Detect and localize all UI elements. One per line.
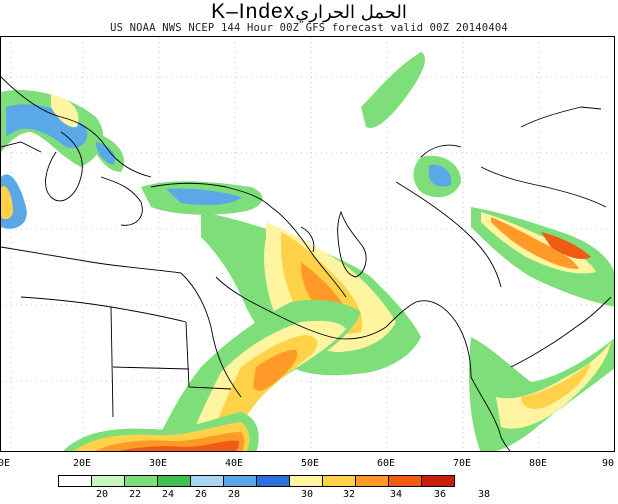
legend-label-20: 20 <box>95 489 109 500</box>
legend-swatch <box>256 475 290 487</box>
legend-label-32: 32 <box>342 489 356 500</box>
legend-label-30: 30 <box>300 489 314 500</box>
color-legend <box>58 475 455 487</box>
x-label-50: 50E <box>300 458 320 469</box>
k-index-map <box>0 36 615 452</box>
x-label-40: 40E <box>224 458 244 469</box>
x-label-60: 60E <box>376 458 396 469</box>
x-label-80: 80E <box>528 458 548 469</box>
legend-label-34: 34 <box>389 489 403 500</box>
legend-label-24: 24 <box>161 489 175 500</box>
k-index-field <box>1 52 614 451</box>
x-label-20: 20E <box>72 458 92 469</box>
legend-swatch <box>421 475 455 487</box>
map-canvas <box>1 37 614 451</box>
title-main: K–Index <box>211 0 296 23</box>
legend-swatch <box>355 475 389 487</box>
map-title: K–Indexالحمل الحراري <box>0 0 618 24</box>
x-label-90: 90 <box>601 458 615 469</box>
coastlines <box>1 76 612 451</box>
legend-label-38: 38 <box>477 489 491 500</box>
legend-label-26: 26 <box>194 489 208 500</box>
legend-swatch <box>190 475 224 487</box>
map-subtitle: US NOAA NWS NCEP 144 Hour 00Z GFS foreca… <box>110 22 508 34</box>
x-label-70: 70E <box>452 458 472 469</box>
legend-swatch <box>388 475 422 487</box>
legend-swatch <box>223 475 257 487</box>
legend-swatch <box>157 475 191 487</box>
x-label-0: 0E <box>0 458 11 469</box>
legend-label-28: 28 <box>227 489 241 500</box>
x-label-30: 30E <box>148 458 168 469</box>
legend-swatch <box>91 475 125 487</box>
legend-swatch <box>124 475 158 487</box>
legend-label-22: 22 <box>128 489 142 500</box>
legend-swatch <box>58 475 92 487</box>
title-arabic: الحمل الحراري <box>295 2 407 23</box>
legend-swatch <box>289 475 323 487</box>
legend-label-36: 36 <box>433 489 447 500</box>
legend-swatch <box>322 475 356 487</box>
